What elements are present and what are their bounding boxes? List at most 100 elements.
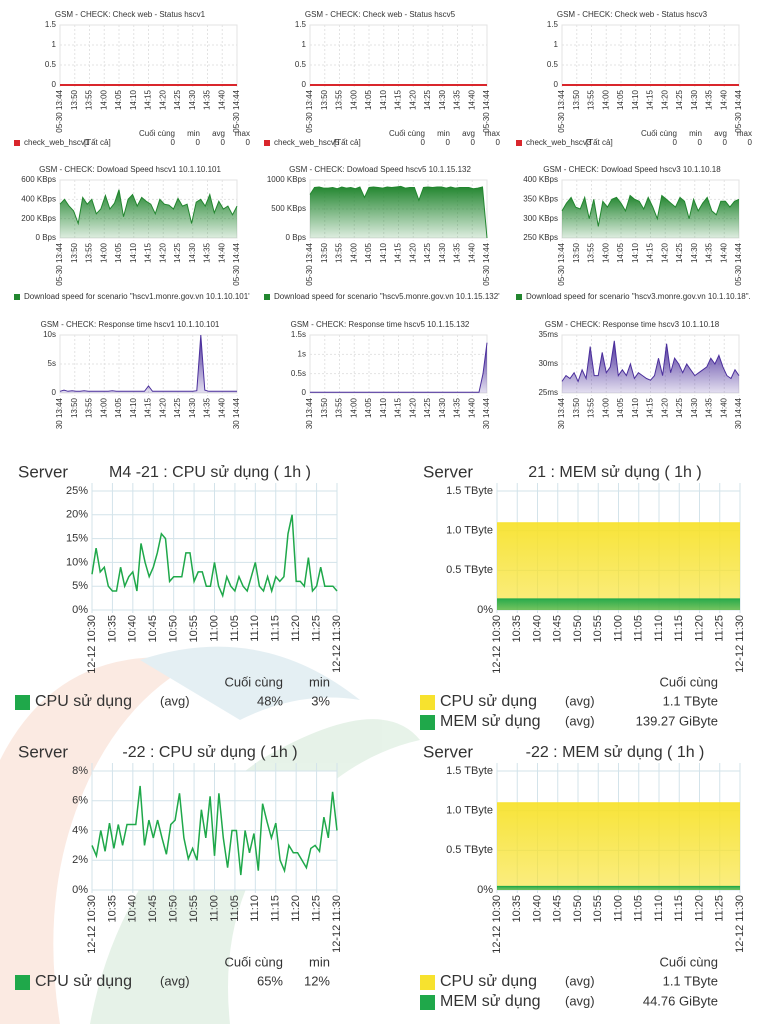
x-tick-label: 14:00 — [99, 89, 108, 110]
x-tick-label: 14:15 — [394, 89, 403, 110]
x-tick-label: 10:40 — [127, 895, 139, 923]
x-tick-label: 14:25 — [675, 242, 684, 263]
panel-label: Server — [18, 742, 68, 761]
y-tick-label: 2% — [72, 854, 88, 866]
y-tick-label: 0 — [52, 80, 57, 89]
x-tick-label: 13:50 — [572, 89, 581, 110]
x-tick-label: 12-12 10:30 — [86, 615, 98, 674]
x-tick-label: 10:40 — [531, 615, 543, 643]
x-tick-label: 10:50 — [168, 895, 180, 923]
area-fill — [497, 802, 740, 890]
x-tick-label: 11:20 — [290, 895, 302, 922]
x-tick-label: 11:10 — [653, 895, 665, 922]
x-tick-label: 14:15 — [646, 89, 655, 110]
x-tick-label: 14:35 — [453, 397, 462, 418]
chart-panel: 0 Bps 200 KBps 400 KBps 600 KBps 05-30 13:44… — [14, 165, 250, 301]
x-tick-label: 14:25 — [173, 89, 182, 110]
x-tick-label: 11:15 — [673, 615, 685, 642]
area-line — [310, 342, 488, 393]
legend-label: CPU sử dụng — [35, 973, 132, 990]
x-tick-label: 14:40 — [217, 242, 226, 263]
legend-swatch — [420, 995, 435, 1010]
x-tick-label: 13:55 — [335, 242, 344, 263]
area-line — [561, 194, 740, 227]
x-tick-label: 10:55 — [188, 895, 200, 923]
x-tick-label: 05-30 14:44 — [482, 242, 491, 285]
x-tick-label: 05-30 13:44 — [305, 89, 314, 132]
x-tick-label: 14:40 — [217, 89, 226, 110]
chart-panel: 250 KBps 300 KBps 350 KBps 400 KBps 05-30 13… — [516, 165, 751, 301]
x-tick-label: 05-30 14:44 — [232, 242, 241, 285]
x-tick-label: 12-12 11:30 — [734, 615, 746, 673]
y-tick-label: 5% — [72, 580, 88, 592]
area-fill — [497, 522, 740, 610]
y-tick-label: 0% — [477, 604, 493, 616]
x-tick-label: 10:35 — [511, 895, 523, 923]
x-tick-label: 12-12 11:30 — [331, 895, 343, 953]
x-tick-label: 14:05 — [114, 242, 123, 263]
x-tick-label: 10:40 — [127, 615, 139, 643]
y-tick-label: 1.5 — [295, 20, 307, 29]
x-tick-label: 14:10 — [631, 397, 640, 418]
x-tick-label: 11:25 — [714, 615, 726, 642]
y-tick-label: 1s — [298, 349, 306, 358]
x-tick-label: 14:20 — [408, 397, 417, 418]
legend-swatch — [264, 140, 270, 146]
x-tick-label: 14:40 — [467, 397, 476, 418]
x-tick-label: 14:05 — [616, 397, 625, 418]
x-tick-label: 10:45 — [552, 895, 564, 923]
x-tick-label: 14:25 — [423, 242, 432, 263]
x-tick-label: 14:05 — [364, 397, 373, 418]
x-tick-label: 14:30 — [690, 89, 699, 110]
y-tick-label: 0 — [554, 80, 559, 89]
x-tick-label: 12-12 11:30 — [734, 895, 746, 953]
x-tick-label: 10:45 — [147, 895, 159, 923]
x-tick-label: 14:20 — [660, 89, 669, 110]
x-tick-label: 05-30 13:44 — [55, 89, 64, 132]
x-tick-label: 14:20 — [158, 242, 167, 263]
x-tick-label: 11:10 — [249, 615, 261, 642]
area-fill — [60, 189, 237, 238]
x-tick-label: 13:50 — [70, 242, 79, 263]
x-tick-label: 11:25 — [310, 615, 322, 642]
legend-label: check_web_hscv3 — [526, 138, 592, 147]
legend-agg: (avg) — [565, 693, 595, 708]
x-tick-label: 14:30 — [690, 397, 699, 418]
x-tick-label: 14:05 — [114, 89, 123, 110]
x-tick-label: 14:35 — [203, 242, 212, 263]
x-tick-label: 13:55 — [335, 89, 344, 110]
legend-label: Download speed for scenario "hscv3.monre… — [526, 292, 751, 301]
legend-agg: (avg) — [565, 973, 595, 988]
legend-swatch — [14, 140, 20, 146]
x-tick-label: 14:35 — [453, 242, 462, 263]
legend-swatch — [420, 975, 435, 990]
x-tick-label: 13:50 — [70, 397, 79, 418]
series-line — [91, 514, 338, 599]
legend-tag: [Tất cả] — [334, 138, 361, 147]
stat-value: 0 — [246, 138, 251, 147]
x-tick-label: 14:35 — [453, 89, 462, 110]
chart-title: GSM - CHECK: Check web - Status hscv1 — [55, 10, 206, 19]
stat-value: 48% — [257, 693, 283, 708]
x-tick-label: 14:25 — [173, 397, 182, 418]
x-tick-label: 14:15 — [144, 397, 153, 418]
x-tick-label: 14:15 — [646, 242, 655, 263]
y-tick-label: 400 KBps — [21, 194, 56, 203]
x-tick-label: 10:35 — [106, 615, 118, 643]
stat-header: avg — [212, 129, 225, 138]
y-tick-label: 1.0 TByte — [446, 805, 493, 817]
y-tick-label: 10s — [43, 330, 56, 339]
y-tick-label: 8% — [72, 765, 88, 777]
x-tick-label: 14:35 — [203, 397, 212, 418]
x-tick-label: 14:10 — [379, 89, 388, 110]
legend-swatch — [420, 715, 435, 730]
chart-title: GSM - CHECK: Dowload Speed hscv3 10.1.10… — [543, 165, 721, 174]
legend-tag: [Tất cả] — [586, 138, 613, 147]
x-tick-label: 14:00 — [99, 397, 108, 418]
stat-value: 0 — [446, 138, 451, 147]
legend-label: check_web_hscv5 — [274, 138, 340, 147]
x-tick-label: 11:00 — [612, 615, 624, 642]
area-line — [309, 185, 488, 239]
x-tick-label: 14:40 — [467, 242, 476, 263]
